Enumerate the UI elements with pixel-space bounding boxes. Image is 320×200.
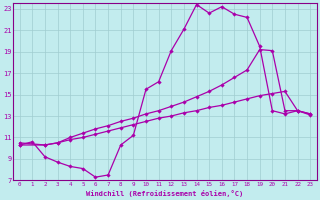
- X-axis label: Windchill (Refroidissement éolien,°C): Windchill (Refroidissement éolien,°C): [86, 190, 244, 197]
